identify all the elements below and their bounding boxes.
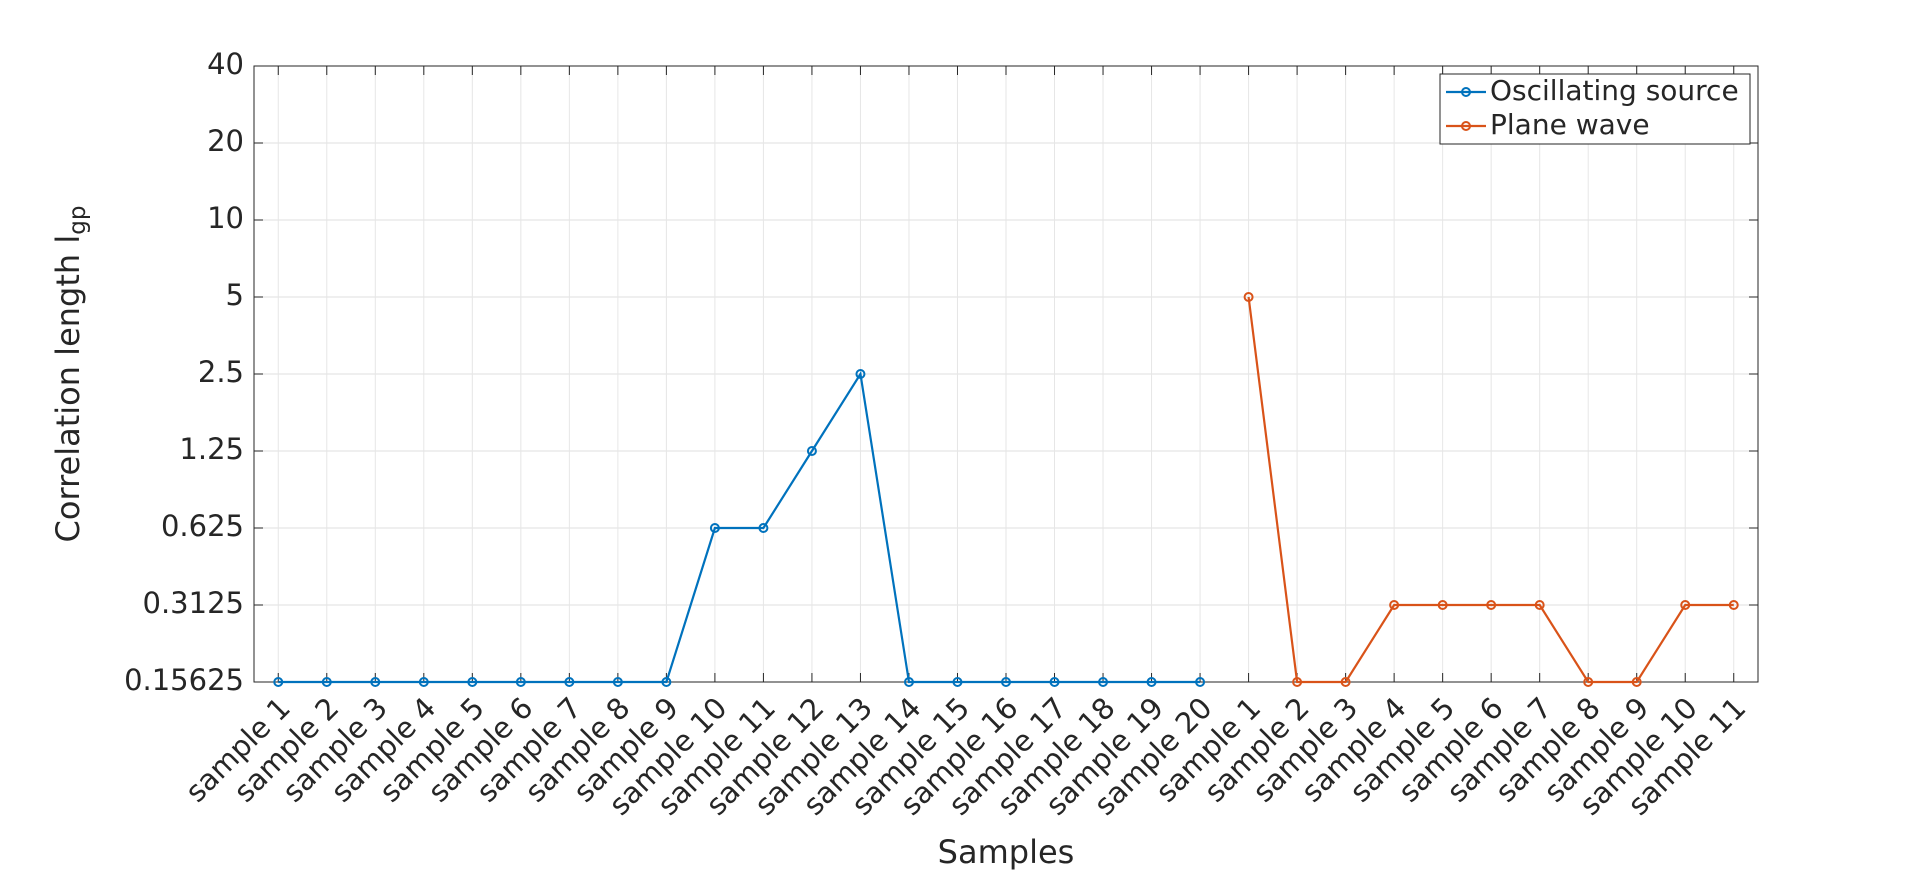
y-axis-label: Correlation length lgp: [49, 206, 91, 543]
series-line: [278, 370, 1201, 684]
marker: [758, 523, 769, 533]
marker: [1631, 677, 1642, 687]
y-tick-label: 0.3125: [143, 586, 244, 620]
y-tick-label: 40: [207, 47, 244, 81]
y-tick-label: 5: [226, 278, 244, 312]
marker: [1146, 677, 1157, 687]
marker: [1049, 677, 1060, 687]
legend-marker: [1461, 121, 1471, 131]
marker: [1098, 677, 1109, 687]
marker: [903, 677, 914, 687]
marker: [1001, 677, 1011, 687]
marker: [661, 677, 672, 687]
marker: [1340, 677, 1351, 687]
y-axis-label-sub: gp: [65, 206, 91, 235]
y-tick-label: 0.15625: [124, 663, 244, 697]
y-tick-label: 0.625: [161, 509, 244, 543]
marker: [1437, 600, 1448, 610]
marker: [855, 369, 866, 379]
marker: [709, 523, 720, 533]
marker: [1534, 600, 1545, 610]
y-tick-label: 20: [207, 124, 244, 158]
marker: [612, 677, 623, 687]
marker: [1292, 677, 1303, 687]
legend-label: Oscillating source: [1490, 74, 1739, 107]
y-axis-label-main: Correlation length l: [49, 235, 87, 543]
marker: [321, 677, 332, 687]
marker: [1583, 677, 1594, 687]
marker: [806, 446, 817, 456]
marker: [1243, 292, 1254, 302]
marker: [564, 677, 575, 687]
legend-box: [1439, 73, 1751, 145]
marker: [418, 677, 429, 687]
y-tick-label: 10: [207, 201, 244, 235]
marker: [1680, 600, 1691, 610]
y-tick-label: 1.25: [179, 432, 244, 466]
marker: [1195, 677, 1206, 687]
marker: [273, 677, 284, 687]
marker: [515, 677, 526, 687]
series-line: [1247, 296, 1734, 684]
marker: [1728, 600, 1739, 610]
marker: [467, 677, 478, 687]
x-axis-label: Samples: [938, 833, 1075, 871]
marker: [370, 677, 381, 687]
marker: [952, 677, 963, 687]
legend-label: Plane wave: [1490, 108, 1650, 141]
marker: [1486, 600, 1497, 610]
legend-marker: [1461, 87, 1471, 97]
marker: [1389, 600, 1400, 610]
y-tick-label: 2.5: [198, 355, 244, 389]
